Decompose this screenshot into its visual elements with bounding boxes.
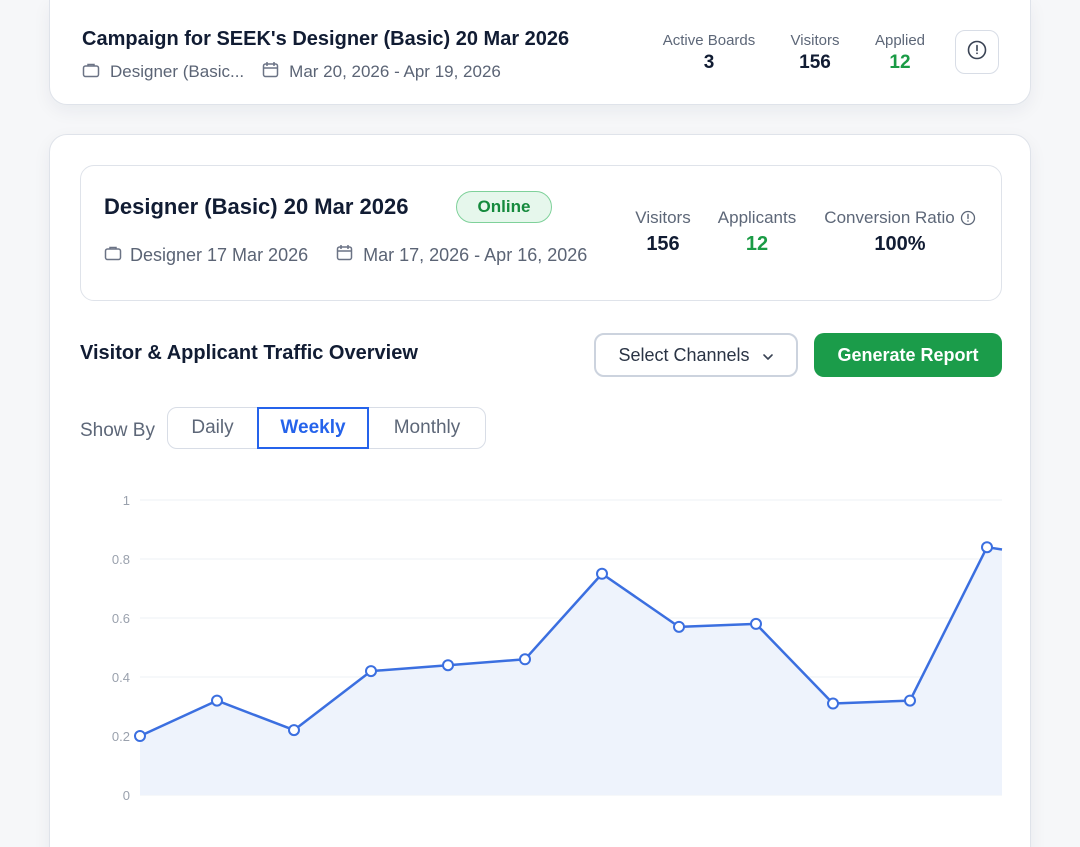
traffic-chart: 1 0.8 0.6 0.4 0.2 0 [112,493,1003,803]
stat-label: Conversion Ratio [824,208,955,227]
show-by-label: Show By [80,420,155,441]
data-point[interactable] [904,694,916,707]
campaign-role: Designer (Basic... [82,62,244,83]
data-point[interactable] [519,653,531,666]
calendar-icon [262,61,279,83]
y-tick-label: 0 [123,788,130,803]
period-tabs: Daily Weekly Monthly [167,407,486,449]
y-tick-label: 0.4 [112,670,130,685]
briefcase-icon [82,62,100,83]
data-point[interactable] [981,541,993,554]
status-badge: Online [456,191,552,223]
job-meta: Designer 17 Mar 2026 Mar 17, 2026 - Apr … [104,244,587,266]
job-stat-conversion: Conversion Ratio 100% [816,208,984,256]
stat-active-boards: Active Boards 3 [655,32,763,74]
y-tick-label: 0.8 [112,552,130,567]
job-stat-applicants: Applicants 12 [711,208,803,256]
campaign-dates-text: Mar 20, 2026 - Apr 19, 2026 [289,62,501,81]
stat-applied: Applied 12 [865,32,935,74]
main-card: Designer (Basic) 20 Mar 2026 Online Desi… [49,134,1031,847]
job-role: Designer 17 Mar 2026 [104,245,308,266]
tab-daily[interactable]: Daily [191,417,234,438]
tab-monthly[interactable]: Monthly [393,417,461,438]
data-point[interactable] [442,659,454,672]
campaign-title: Campaign for SEEK's Designer (Basic) 20 … [82,28,570,50]
campaign-card: Campaign for SEEK's Designer (Basic) 20 … [49,0,1031,105]
generate-report-button[interactable]: Generate Report [814,333,1002,377]
stat-value: 156 [646,233,680,255]
data-point[interactable] [827,697,839,710]
job-card: Designer (Basic) 20 Mar 2026 Online Desi… [80,165,1002,301]
job-dates: Mar 17, 2026 - Apr 16, 2026 [336,244,587,266]
history-button[interactable] [955,30,999,74]
data-point[interactable] [365,665,377,678]
stat-visitors: Visitors 156 [776,32,854,74]
stat-label: Applicants [717,208,797,227]
data-point[interactable] [288,724,300,737]
clock-icon [966,39,988,66]
stat-value: 156 [799,52,831,73]
y-tick-label: 0.6 [112,611,130,626]
stat-label-row: Conversion Ratio [816,208,984,228]
briefcase-icon [104,245,122,266]
info-icon[interactable] [960,210,976,226]
y-tick-label: 0.2 [112,729,130,744]
data-point[interactable] [750,617,762,630]
data-point[interactable] [673,620,685,633]
chevron-down-icon [762,345,774,366]
stat-label: Active Boards [662,32,756,49]
select-channels-dropdown[interactable]: Select Channels [594,333,798,377]
stat-value: 100% [874,233,926,255]
stat-label: Visitors [790,32,840,49]
campaign-dates: Mar 20, 2026 - Apr 19, 2026 [262,61,501,83]
tab-weekly[interactable]: Weekly [257,407,369,449]
job-dates-text: Mar 17, 2026 - Apr 16, 2026 [363,244,588,265]
campaign-role-text: Designer (Basic... [110,62,245,81]
job-title: Designer (Basic) 20 Mar 2026 [104,194,409,219]
stat-label: Applied [874,32,926,49]
data-point[interactable] [211,694,223,707]
stat-value: 12 [745,233,769,255]
campaign-meta: Designer (Basic... Mar 20, 2026 - Apr 19… [82,61,501,83]
chart-area [140,547,1002,795]
data-point[interactable] [134,730,146,742]
traffic-title: Visitor & Applicant Traffic Overview [80,342,418,364]
job-role-text: Designer 17 Mar 2026 [130,244,309,265]
calendar-icon [336,244,353,266]
stat-label: Visitors [635,208,691,227]
stat-value: 3 [703,52,715,73]
y-tick-label: 1 [123,493,130,508]
data-point[interactable] [596,567,608,580]
select-channels-label: Select Channels [618,344,750,365]
job-stat-visitors: Visitors 156 [629,208,697,256]
stat-value: 12 [889,52,911,73]
